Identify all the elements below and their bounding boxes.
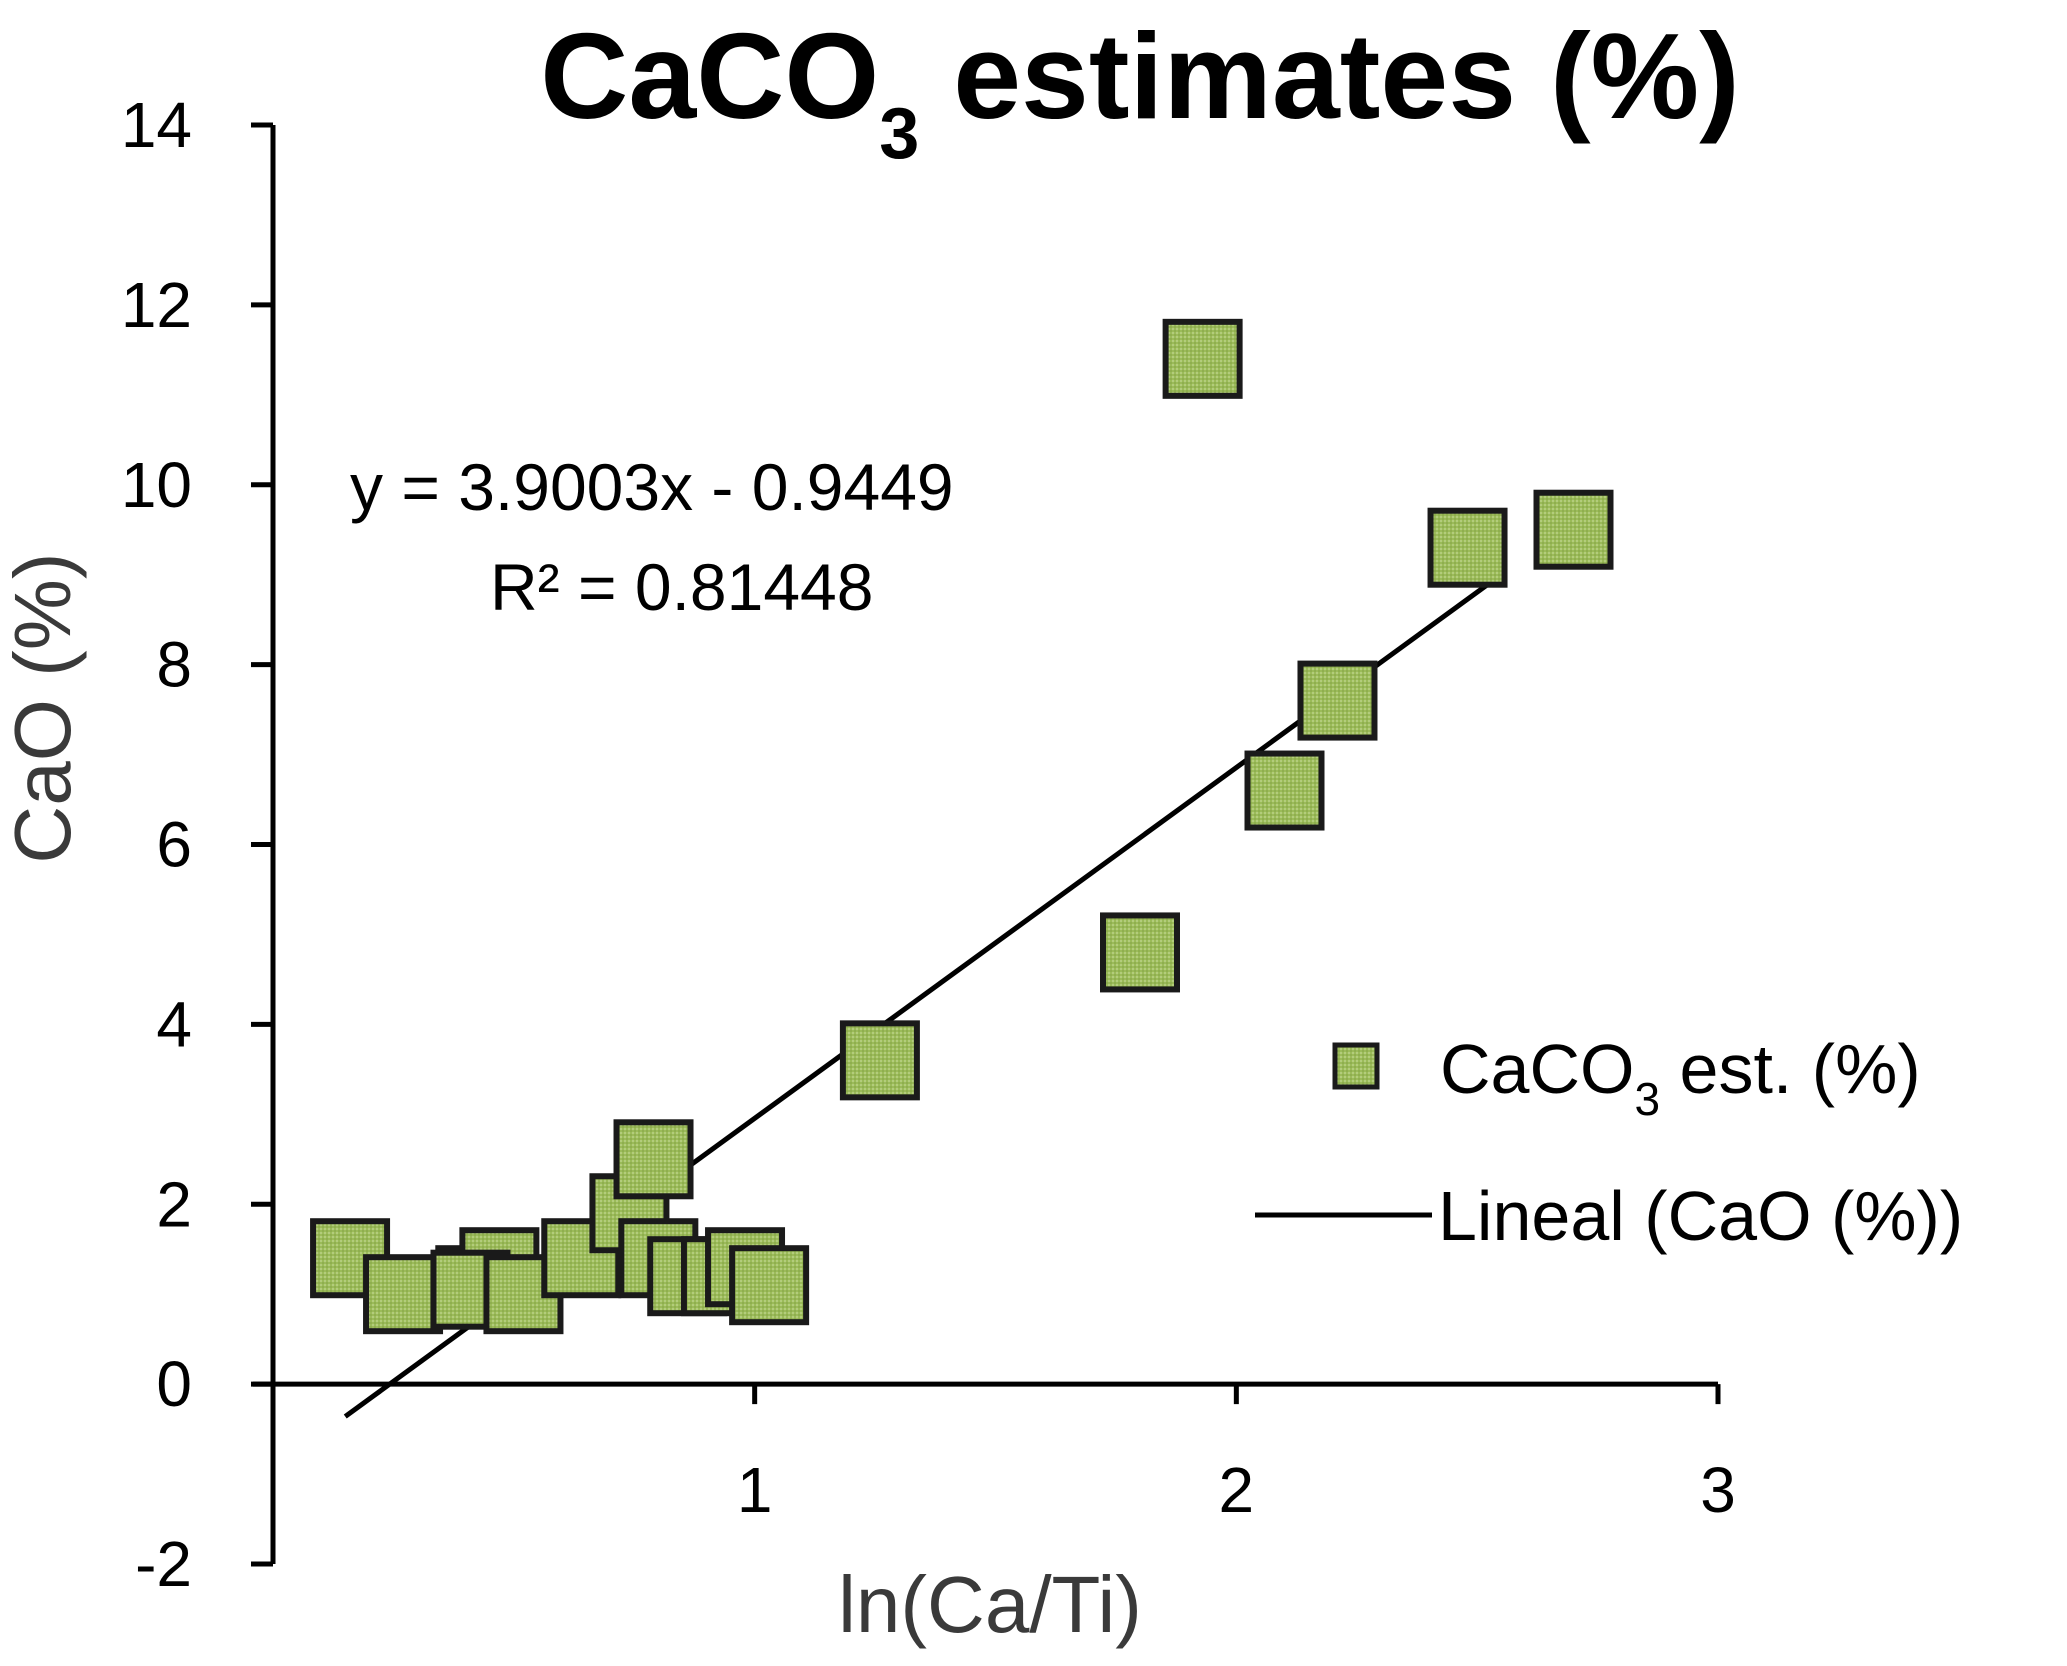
data-point: [613, 1119, 694, 1200]
y-tick-label: 8: [156, 629, 192, 701]
y-tick-label: 2: [156, 1168, 192, 1240]
r-squared: R² = 0.81448: [490, 550, 873, 624]
data-point: [729, 1245, 810, 1326]
y-tick-label: 0: [156, 1348, 192, 1420]
data-points: [310, 318, 1614, 1335]
data-point: [1100, 912, 1180, 993]
legend: CaCO3 est. (%) Lineal (CaO (%)): [1255, 1030, 1963, 1255]
legend-marker-icon: [1332, 1042, 1380, 1090]
chart-title-main: CaCO: [540, 8, 879, 144]
y-tick-label: 6: [156, 809, 192, 881]
legend-marker-label: CaCO3 est. (%): [1440, 1030, 1921, 1125]
legend-line-label: Lineal (CaO (%)): [1438, 1177, 1963, 1255]
data-point: [1427, 507, 1508, 588]
x-tick-label: 1: [737, 1454, 773, 1526]
legend-marker-label-subscript: 3: [1634, 1073, 1660, 1125]
y-tick-label: 10: [121, 449, 192, 521]
y-tick-label: 14: [121, 89, 192, 161]
chart-title: CaCO3 estimates (%): [540, 8, 1739, 174]
data-point: [363, 1254, 444, 1335]
y-tick-label: -2: [135, 1528, 192, 1600]
data-point: [1162, 318, 1243, 399]
regression-equation: y = 3.9003x - 0.9449: [350, 450, 954, 524]
y-tick-label: 4: [156, 988, 192, 1060]
data-point: [1244, 750, 1325, 831]
chart-title-suffix: estimates (%): [919, 8, 1739, 144]
x-axis-label: ln(Ca/Ti): [838, 1560, 1142, 1649]
data-point: [541, 1218, 622, 1299]
y-axis-label: CaO (%): [0, 552, 87, 863]
x-tick-label: 3: [1700, 1454, 1736, 1526]
data-point: [1533, 489, 1614, 570]
x-tick-label: 2: [1219, 1454, 1255, 1526]
legend-marker-label-main: CaCO: [1440, 1030, 1634, 1108]
y-tick-label: 12: [121, 269, 192, 341]
chart-title-subscript: 3: [879, 94, 919, 174]
data-point: [839, 1020, 920, 1101]
data-point: [1297, 660, 1378, 741]
legend-marker-label-suffix: est. (%): [1660, 1030, 1921, 1108]
